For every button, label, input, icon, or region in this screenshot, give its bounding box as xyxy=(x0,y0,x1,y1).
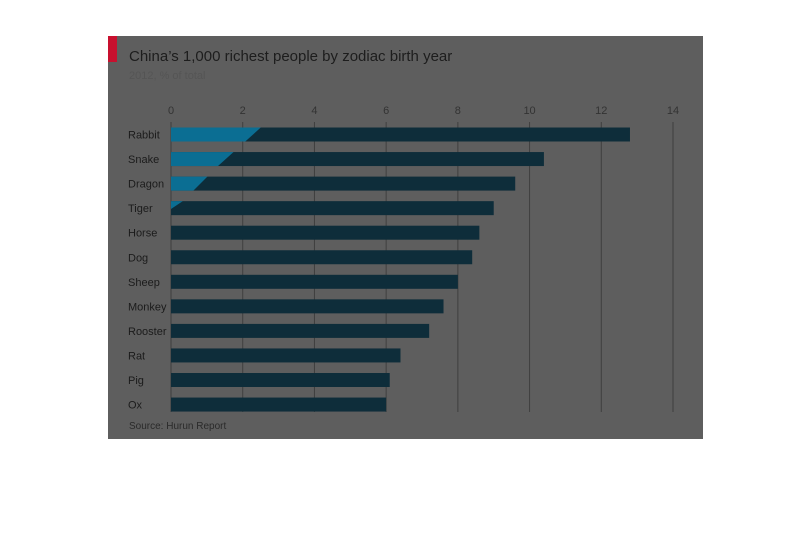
category-labels: Rabbit Snake Dragon Tiger Horse Dog Sheep Monke… xyxy=(128,130,167,412)
bar-horse xyxy=(171,225,480,240)
category-label-ox: Ox xyxy=(128,400,143,412)
x-tick-label: 10 xyxy=(523,105,535,117)
chart-figure: China’s 1,000 richest people by zodiac b… xyxy=(108,36,703,439)
x-tick-label: 2 xyxy=(240,105,246,117)
category-label-rooster: Rooster xyxy=(128,326,167,338)
x-tick-label: 8 xyxy=(455,105,461,117)
bar-rooster xyxy=(171,323,430,338)
category-label-dog: Dog xyxy=(128,252,148,264)
bars xyxy=(171,127,630,412)
bar-dog xyxy=(171,250,473,265)
category-label-pig: Pig xyxy=(128,375,144,387)
bar-highlights xyxy=(171,127,293,231)
bar-ox xyxy=(171,397,387,412)
category-label-sheep: Sheep xyxy=(128,277,160,289)
bar-monkey xyxy=(171,299,444,314)
bar-snake xyxy=(171,152,544,167)
bar-dragon xyxy=(171,176,516,191)
x-tick-label: 4 xyxy=(311,105,317,117)
bar-tiger xyxy=(171,201,494,216)
source-note: Source: Hurun Report xyxy=(129,421,227,432)
x-axis-ticks: 0 2 4 6 8 10 12 14 xyxy=(168,105,679,117)
category-label-horse: Horse xyxy=(128,228,157,240)
accent-tag xyxy=(108,36,117,62)
category-label-snake: Snake xyxy=(128,154,159,166)
x-tick-label: 14 xyxy=(667,105,679,117)
x-tick-label: 6 xyxy=(383,105,389,117)
x-tick-label: 0 xyxy=(168,105,174,117)
category-label-monkey: Monkey xyxy=(128,301,167,313)
chart-subtitle: 2012, % of total xyxy=(129,70,206,82)
category-label-rat: Rat xyxy=(128,350,145,362)
bar-rabbit xyxy=(171,127,630,142)
gridlines xyxy=(170,122,674,412)
title-block: China’s 1,000 richest people by zodiac b… xyxy=(108,36,703,96)
bar-chart: 0 2 4 6 8 10 12 14 Rabbit Snake Dragon Tiger Horse D… xyxy=(128,105,679,412)
category-label-rabbit: Rabbit xyxy=(128,130,160,142)
bar-rat xyxy=(171,348,401,363)
x-tick-label: 12 xyxy=(595,105,607,117)
category-label-dragon: Dragon xyxy=(128,179,164,191)
bar-pig xyxy=(171,373,390,387)
category-label-tiger: Tiger xyxy=(128,203,153,215)
bar-sheep xyxy=(171,274,458,289)
chart-title: China’s 1,000 richest people by zodiac b… xyxy=(129,48,453,65)
